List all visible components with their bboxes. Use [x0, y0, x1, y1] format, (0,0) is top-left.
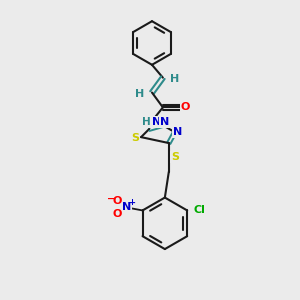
Text: +: + — [128, 198, 135, 207]
Text: H: H — [170, 74, 179, 84]
Text: H: H — [142, 117, 150, 127]
Text: H: H — [136, 88, 145, 98]
Text: N: N — [152, 117, 162, 127]
Text: O: O — [112, 209, 122, 219]
Text: O: O — [181, 102, 190, 112]
Text: N: N — [160, 117, 170, 127]
Text: O: O — [112, 196, 122, 206]
Text: S: S — [171, 152, 179, 162]
Text: N: N — [122, 202, 131, 212]
Text: N: N — [173, 127, 182, 137]
Text: −: − — [107, 194, 115, 203]
Text: S: S — [131, 133, 139, 143]
Text: Cl: Cl — [193, 206, 205, 215]
